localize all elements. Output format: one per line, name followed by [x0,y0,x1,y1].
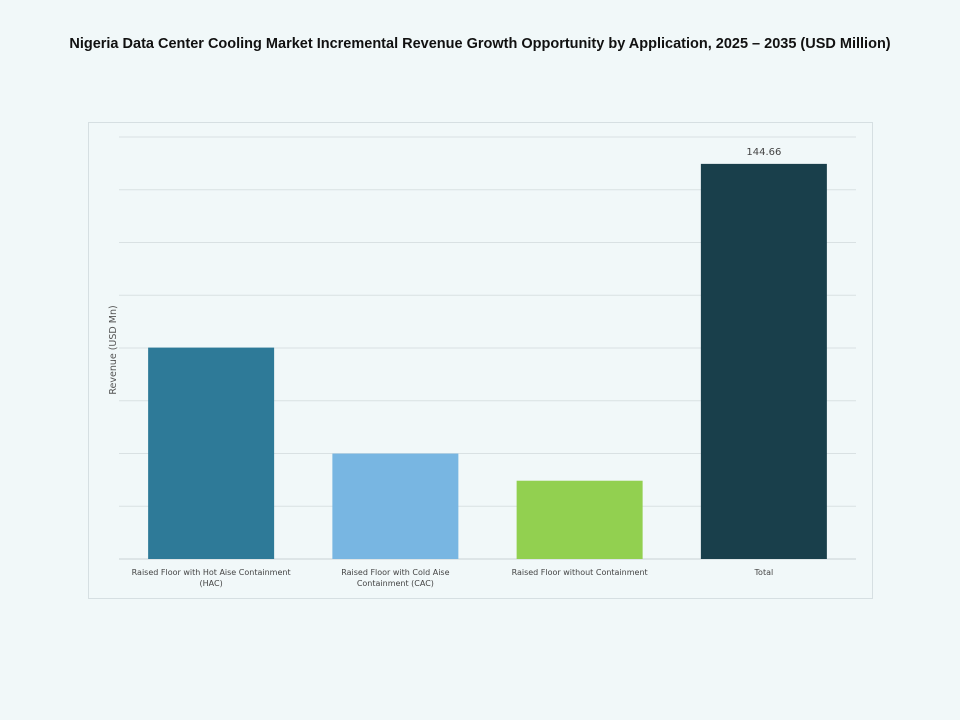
x-tick-label: Total [754,568,774,577]
bar [700,163,827,559]
bar [332,453,459,559]
bar [148,347,275,559]
data-label: 144.66 [746,147,781,158]
x-tick-label: Containment (CAC) [357,579,434,588]
y-axis-label: Revenue (USD Mn) [108,305,119,394]
chart-title: Nigeria Data Center Cooling Market Incre… [69,36,891,52]
x-tick-label: Raised Floor with Hot Aise Containment [132,568,291,577]
x-tick-label: Raised Floor without Containment [512,568,648,577]
x-tick-label: Raised Floor with Cold Aise [341,568,449,577]
x-tick-label: (HAC) [200,579,223,588]
bar [516,480,643,559]
